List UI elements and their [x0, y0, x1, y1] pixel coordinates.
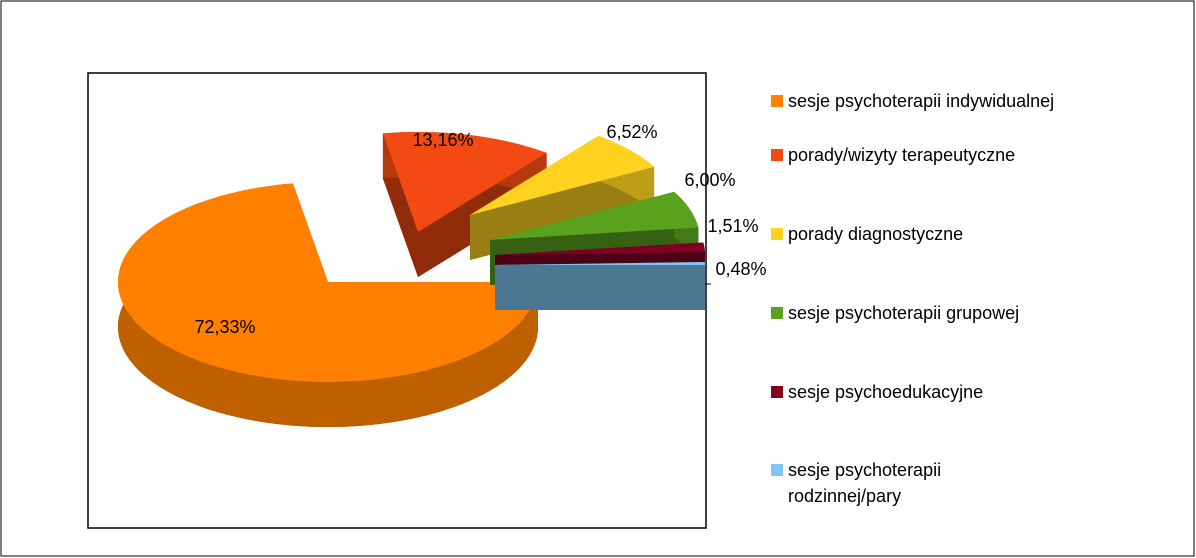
- data-label: 72,33%: [194, 317, 255, 337]
- data-label: 6,00%: [684, 170, 735, 190]
- slice-face: [382, 132, 547, 232]
- legend-swatch: [771, 149, 783, 161]
- data-label: 0,48%: [715, 259, 766, 279]
- data-label: 13,16%: [412, 130, 473, 150]
- slice-face: [495, 262, 705, 265]
- legend-label: sesje psychoedukacyjne: [788, 382, 984, 402]
- legend-swatch: [771, 95, 783, 107]
- legend-label: porady/wizyty terapeutyczne: [788, 145, 1016, 165]
- data-label: 6,52%: [606, 122, 657, 142]
- legend-swatch: [771, 228, 783, 240]
- slice-face: [495, 265, 705, 310]
- legend-label: sesje psychoterapii rodzinnej/pary: [788, 460, 942, 506]
- slice: [495, 262, 705, 310]
- legend-label: porady diagnostyczne: [788, 224, 964, 244]
- slice: [118, 183, 538, 427]
- legend-swatch: [771, 307, 783, 319]
- legend-swatch: [771, 464, 783, 476]
- legend-swatch: [771, 386, 783, 398]
- legend-label: sesje psychoterapii indywidualnej: [788, 91, 1055, 111]
- data-label: 1,51%: [707, 216, 758, 236]
- slice-face: [118, 183, 538, 382]
- slice-face: [470, 135, 655, 215]
- slice-face: [495, 242, 705, 255]
- legend-label: sesje psychoterapii grupowej: [788, 303, 1020, 323]
- slice-face: [490, 191, 699, 240]
- plot-frame: [87, 72, 707, 529]
